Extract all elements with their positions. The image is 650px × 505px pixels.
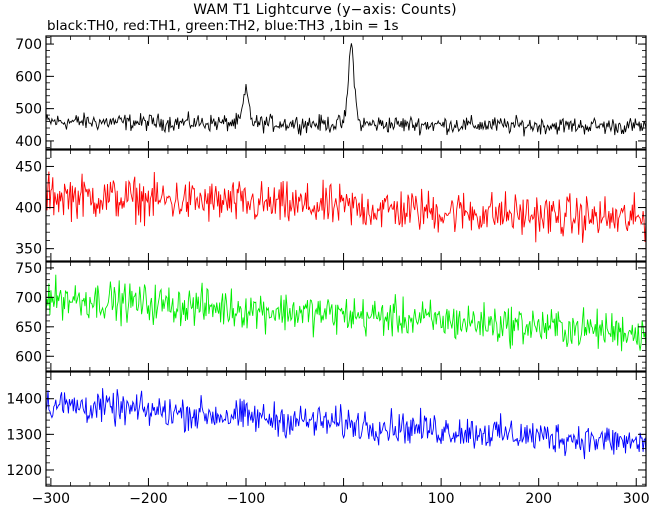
y-tick-label: 350 [15, 242, 42, 258]
series-line-th0 [45, 43, 647, 137]
y-tick-label: 1200 [6, 463, 42, 479]
x-tick-label: −300 [32, 491, 70, 505]
panel-th3: 1200 1300 1400 [6, 371, 647, 487]
y-tick-label: 1400 [6, 392, 42, 408]
y-tick-label: 500 [15, 102, 42, 118]
x-tick-label: 0 [339, 491, 348, 505]
panel-th2: 600 650 700 750 [15, 261, 647, 372]
panel-th0: 400 500 600 700 [15, 35, 647, 150]
series-line-th3 [45, 388, 647, 460]
panel-frame [45, 371, 647, 487]
panel-frame [45, 149, 647, 262]
x-tick-label: −100 [227, 491, 265, 505]
x-tick-label: 200 [525, 491, 552, 505]
series-line-th1 [45, 171, 647, 243]
y-tick-label: 400 [15, 201, 42, 217]
panel-th1: 350 400 450 [15, 149, 647, 262]
y-tick-label: 700 [15, 37, 42, 53]
y-tick-label: 600 [15, 69, 42, 85]
x-tick-label: −200 [129, 491, 167, 505]
panel-frame [45, 261, 647, 372]
y-tick-label: 1300 [6, 427, 42, 443]
x-tick-label: 100 [428, 491, 455, 505]
y-tick-label: 450 [15, 159, 42, 175]
series-line-th2 [45, 274, 647, 352]
y-tick-label: 700 [15, 290, 42, 306]
y-tick-label: 600 [15, 349, 42, 365]
y-tick-label: 650 [15, 320, 42, 336]
y-tick-label: 400 [15, 134, 42, 150]
y-tick-label: 750 [15, 261, 42, 277]
chart-title: WAM T1 Lightcurve (y−axis: Counts) [193, 2, 457, 18]
panel-frame [45, 35, 647, 150]
chart-subtitle: black:TH0, red:TH1, green:TH2, blue:TH3 … [47, 18, 399, 34]
x-tick-label: 300 [623, 491, 650, 505]
